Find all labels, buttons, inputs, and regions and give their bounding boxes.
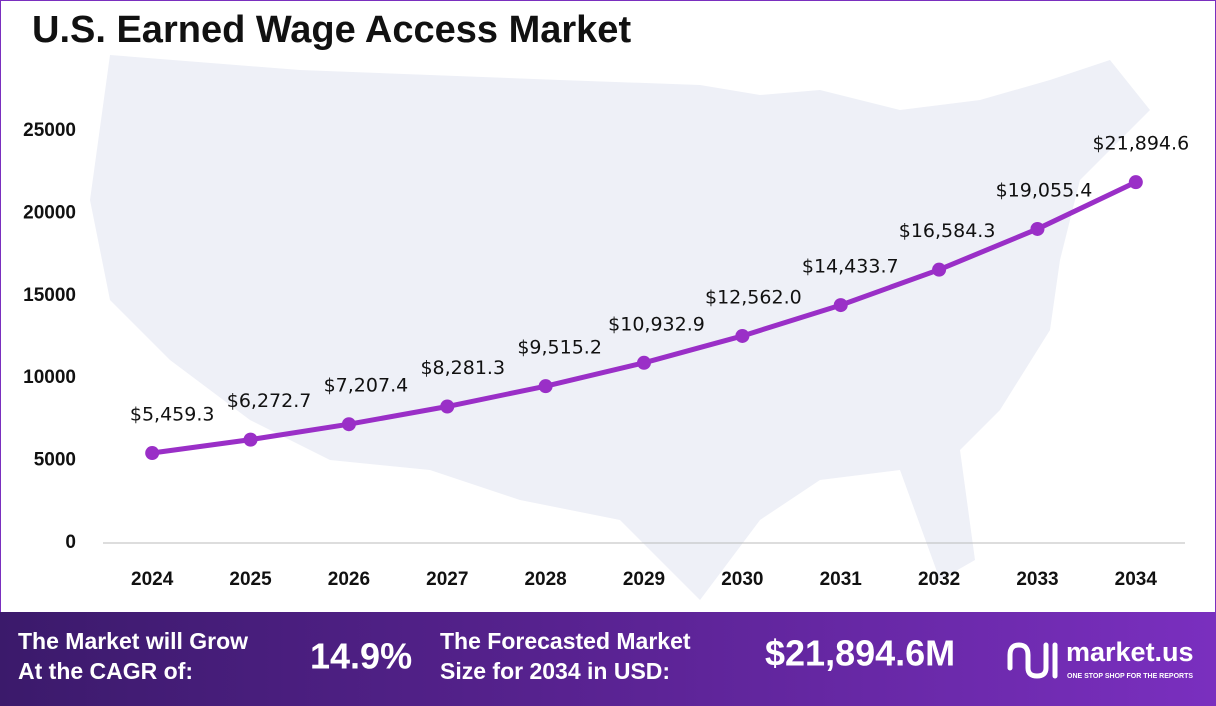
point (243, 432, 258, 447)
footer-band (0, 612, 1216, 706)
y-tick-label: 0 (65, 532, 76, 553)
value-label: $14,433.7 (802, 256, 899, 278)
forecast-text: The Forecasted Market (440, 628, 691, 654)
x-tick-label: 2033 (1016, 569, 1058, 590)
map-background (90, 55, 1150, 600)
point (1030, 221, 1045, 236)
y-tick-label: 25000 (23, 120, 76, 141)
forecast-value: $21,894.6M (765, 633, 955, 674)
x-tick-label: 2029 (623, 569, 665, 590)
point (145, 446, 160, 461)
x-tick-label: 2027 (426, 569, 468, 590)
point (538, 379, 553, 394)
brand-tagline: ONE STOP SHOP FOR THE REPORTS (1067, 673, 1193, 680)
y-tick-label: 5000 (34, 450, 76, 471)
value-label: $7,207.4 (324, 375, 409, 397)
value-label: $19,055.4 (996, 179, 1093, 201)
x-tick-label: 2030 (721, 569, 763, 590)
x-tick-label: 2024 (131, 569, 174, 590)
chart-title: U.S. Earned Wage Access Market (32, 9, 631, 51)
forecast-text: Size for 2034 in USD: (440, 658, 670, 684)
cagr-text: At the CAGR of: (18, 658, 193, 684)
point (637, 355, 651, 370)
cagr-text: The Market will Grow (18, 628, 248, 654)
value-label: $9,515.2 (517, 337, 602, 359)
value-label: $10,932.9 (608, 313, 705, 335)
y-tick-label: 20000 (23, 202, 76, 223)
brand-logo (1007, 642, 1058, 679)
brand-name: market.us (1066, 637, 1194, 667)
x-tick-label: 2032 (918, 569, 960, 590)
cagr-value: 14.9% (310, 636, 412, 677)
value-label: $16,584.3 (899, 220, 996, 242)
point (440, 399, 455, 414)
point (1128, 175, 1143, 190)
value-label: $6,272.7 (227, 390, 312, 412)
point (932, 262, 947, 277)
point (735, 328, 750, 343)
y-tick-label: 15000 (23, 285, 76, 306)
point (833, 298, 848, 313)
x-tick-label: 2025 (229, 569, 272, 590)
x-tick-label: 2028 (524, 569, 566, 590)
value-label: $21,894.6 (1092, 133, 1189, 155)
y-tick-label: 10000 (23, 367, 76, 388)
value-label: $12,562.0 (705, 286, 802, 308)
x-tick-label: 2031 (820, 569, 863, 590)
value-label: $5,459.3 (130, 404, 215, 426)
x-tick-label: 2034 (1115, 569, 1158, 590)
x-tick-label: 2026 (328, 569, 370, 590)
value-label: $8,281.3 (420, 357, 505, 379)
point (341, 417, 356, 432)
